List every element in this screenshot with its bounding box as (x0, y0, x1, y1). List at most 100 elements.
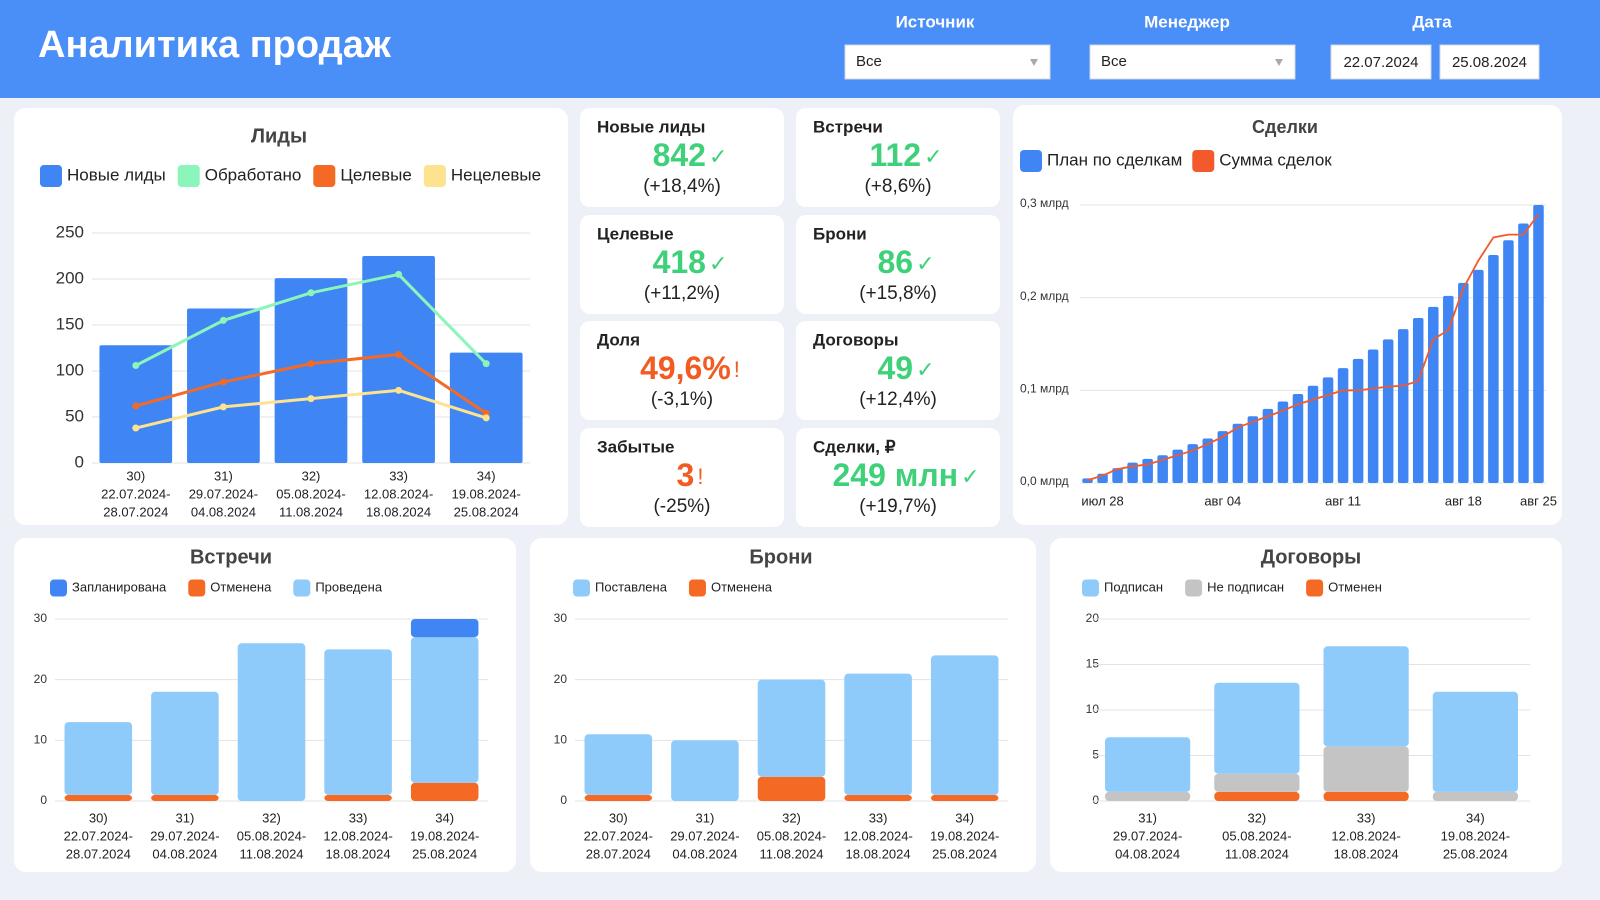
filter-box[interactable] (1439, 44, 1540, 80)
legend-item: Отменена (688, 579, 773, 597)
legend-swatch (1082, 579, 1099, 597)
bar (1412, 318, 1424, 483)
bar-segment (151, 794, 219, 801)
x-tick-label: 22.07.2024- (64, 828, 133, 843)
kpi-card (580, 428, 784, 527)
bar (449, 352, 523, 463)
filter-box[interactable] (1089, 44, 1296, 80)
legend-label: Отменен (1328, 579, 1382, 594)
line-point (395, 386, 403, 394)
bar (1157, 455, 1168, 483)
x-tick-label: 29.07.2024- (150, 828, 219, 843)
bar-segment (1214, 773, 1300, 792)
bar (1202, 438, 1214, 483)
kpi-status-mark: ! (734, 357, 740, 382)
bar-segment (410, 782, 479, 801)
legend-label: Обработано (205, 165, 302, 184)
filter-value[interactable]: Все (1101, 53, 1127, 70)
filter-control[interactable]: 22.07.2024 (1330, 44, 1432, 80)
kpi-card (796, 428, 1000, 527)
bar-segment (930, 655, 999, 795)
filter-box[interactable] (844, 44, 1051, 80)
y-tick-label: 100 (56, 360, 84, 379)
x-tick-label: 33) (349, 810, 368, 825)
bar (1217, 431, 1229, 483)
bar (1262, 408, 1274, 483)
x-tick-label: 29.07.2024- (670, 828, 739, 843)
bar-segment (1214, 682, 1300, 774)
kpi-value: 418 ✓ (653, 244, 728, 280)
y-tick-label: 0 (75, 452, 84, 471)
bar-segment (1214, 791, 1300, 801)
filter-value[interactable]: 22.07.2024 (1343, 54, 1418, 71)
y-tick-label: 30 (34, 611, 48, 625)
x-tick-label: 34) (435, 810, 454, 825)
bar-segment (324, 649, 392, 795)
legend-label: Отменена (711, 579, 773, 594)
bar-segment (1105, 791, 1191, 801)
x-tick-label: 31) (214, 468, 233, 483)
y-tick-label: 0,3 млрд (1020, 196, 1069, 210)
kpi-change: (-25%) (653, 496, 710, 517)
kpi-status-mark: ✓ (709, 251, 727, 276)
x-tick-label: 25.08.2024 (932, 846, 997, 861)
kpi-value: 86 ✓ (877, 244, 934, 280)
kpi-change: (+8,6%) (864, 176, 931, 197)
legend-label: Запланирована (72, 579, 167, 594)
y-tick-label: 0,0 млрд (1020, 474, 1069, 488)
kpi-value-number: 418 (653, 244, 706, 280)
x-tick-label: 32) (262, 810, 281, 825)
kpi-value-number: 86 (877, 244, 913, 280)
bar (1307, 385, 1319, 483)
legend-swatch (188, 579, 206, 597)
filter-control[interactable]: Все (1089, 44, 1296, 80)
legend-swatch (293, 579, 311, 597)
filter-box[interactable] (1330, 44, 1432, 80)
x-tick-label: 33) (1357, 810, 1376, 825)
bar-segment (64, 794, 133, 801)
legend-label: Не подписан (1207, 579, 1284, 594)
filter-control[interactable]: Все (844, 44, 1051, 80)
legend-label: Нецелевые (451, 165, 541, 184)
legend-swatch (177, 165, 200, 187)
legend-swatch (1306, 579, 1324, 597)
filter-label: Источник (896, 12, 975, 31)
legend-swatch (573, 579, 590, 597)
x-tick-label: 11.08.2024 (279, 504, 343, 519)
kpi-value: 249 млн ✓ (832, 457, 979, 493)
x-tick-label: 33) (869, 810, 888, 825)
line-point (307, 360, 315, 368)
x-tick-label: 33) (389, 468, 408, 483)
page-title: Аналитика продаж (38, 24, 392, 66)
x-tick-label: 29.07.2024- (1113, 828, 1182, 843)
kpi-value-number: 249 млн (832, 457, 958, 493)
x-tick-label: 34) (955, 810, 974, 825)
filter-value[interactable]: Все (856, 53, 882, 70)
kpi-value-number: 112 (869, 137, 921, 173)
bar-segment (1432, 791, 1518, 801)
kpi-change: (+18,4%) (643, 176, 721, 197)
line-point (132, 402, 140, 410)
dropdown-arrow[interactable] (1030, 59, 1038, 66)
kpi-change: (+11,2%) (644, 283, 720, 304)
filter-value[interactable]: 25.08.2024 (1452, 54, 1527, 71)
x-tick-label: 25.08.2024 (454, 504, 519, 519)
y-tick-label: 20 (1086, 611, 1100, 625)
dropdown-arrow[interactable] (1275, 59, 1283, 66)
line-point (219, 316, 227, 324)
filter-control[interactable]: 25.08.2024 (1439, 44, 1540, 80)
legend-swatch (1185, 579, 1203, 597)
x-tick-label: 19.08.2024- (930, 828, 999, 843)
x-tick-label: 28.07.2024 (66, 846, 131, 861)
y-tick-label: 200 (56, 268, 84, 287)
kpi-status-mark: ✓ (924, 144, 942, 169)
x-tick-label: июл 28 (1081, 493, 1123, 508)
x-tick-label: 12.08.2024- (364, 486, 433, 501)
bar (1172, 449, 1183, 483)
legend-item: План по сделкам (1020, 150, 1182, 172)
x-tick-label: 05.08.2024- (757, 828, 826, 843)
chart-title: Договоры (1261, 546, 1362, 568)
bar-segment (64, 722, 133, 795)
line-point (307, 289, 315, 297)
